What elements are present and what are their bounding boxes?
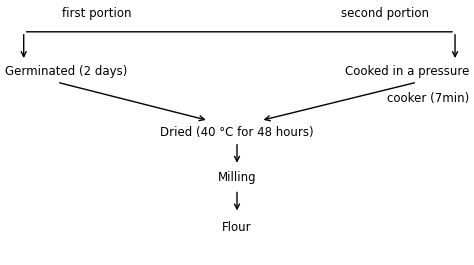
Text: Germinated (2 days): Germinated (2 days) bbox=[5, 65, 127, 78]
Text: first portion: first portion bbox=[62, 7, 131, 20]
Text: Cooked in a pressure: Cooked in a pressure bbox=[345, 65, 469, 78]
Text: Milling: Milling bbox=[218, 171, 256, 184]
Text: Flour: Flour bbox=[222, 221, 252, 235]
Text: cooker (7min): cooker (7min) bbox=[387, 91, 469, 105]
Text: Dried (40 °C for 48 hours): Dried (40 °C for 48 hours) bbox=[160, 126, 314, 139]
Text: second portion: second portion bbox=[341, 7, 429, 20]
